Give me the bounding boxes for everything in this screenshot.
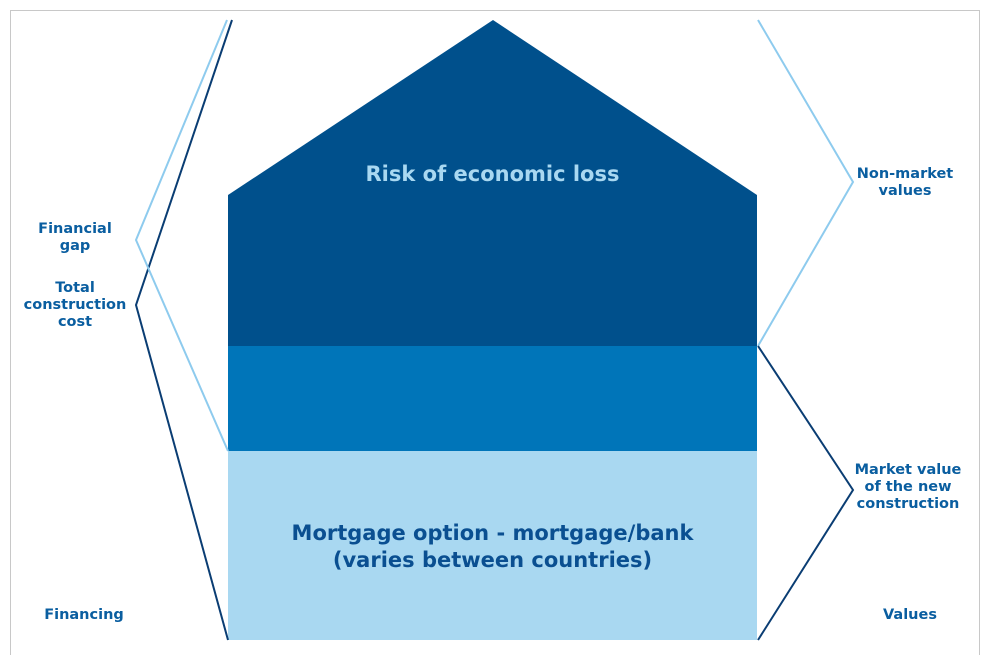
roof-label: Risk of economic loss xyxy=(228,162,757,186)
roof-section xyxy=(228,20,757,346)
non-market-label: Non-market values xyxy=(856,166,954,199)
mortgage-label: Mortgage option - mortgage/bank (varies … xyxy=(228,520,757,574)
values-label: Values xyxy=(883,607,937,623)
market-value-bracket xyxy=(757,345,855,641)
financing-label: Financing xyxy=(44,607,124,623)
roof-label-text: Risk of economic loss xyxy=(365,162,620,186)
mortgage-section xyxy=(228,451,757,640)
mortgage-line-2: (varies between countries) xyxy=(332,548,653,572)
mortgage-line-1: Mortgage option - mortgage/bank xyxy=(291,521,694,545)
total-cost-bracket xyxy=(134,19,233,641)
non-market-bracket xyxy=(757,19,855,347)
financial-gap-label: Financial gap xyxy=(38,221,112,254)
market-value-label: Market value of the new construction xyxy=(854,462,962,512)
diagram-frame xyxy=(10,10,980,655)
middle-band xyxy=(228,346,757,451)
total-cost-label: Total construction cost xyxy=(23,280,127,330)
financial-gap-bracket xyxy=(134,19,229,452)
